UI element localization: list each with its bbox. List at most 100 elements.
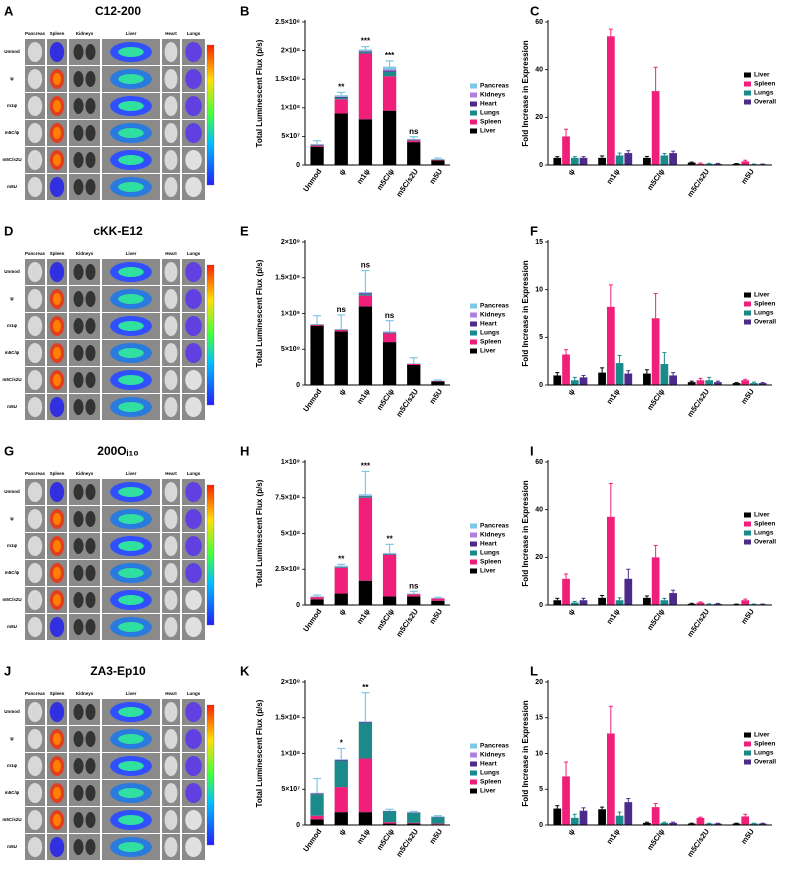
kidney <box>73 399 84 415</box>
legend-swatch <box>744 301 751 307</box>
tissue <box>164 370 178 390</box>
y-tick-label: 1×10⁹ <box>281 459 300 466</box>
bar <box>705 163 714 165</box>
bar <box>553 600 562 605</box>
column-label: Spleen <box>50 251 65 256</box>
significance-label: ** <box>386 534 393 543</box>
significance-label: ** <box>338 82 345 91</box>
bar <box>615 363 624 385</box>
chart: I Fold Increase in Expression 0 20 40 60 ψ m1ψ m… <box>521 443 776 638</box>
panel-letter: J <box>4 663 11 678</box>
tissue <box>164 590 178 610</box>
x-tick-label: ψ <box>337 167 348 177</box>
tissue <box>27 482 43 502</box>
bar-segment <box>431 381 445 385</box>
y-tick-label: 5×10⁸ <box>281 530 300 537</box>
bar-segment <box>358 295 373 307</box>
tissue <box>185 397 202 417</box>
row-label: m5U <box>7 184 17 189</box>
legend-label: Lungs <box>754 530 774 537</box>
row-label: Unmod <box>4 269 20 274</box>
row-label: m1ψ <box>7 103 18 108</box>
tissue <box>164 397 178 417</box>
kidney <box>73 785 84 801</box>
kidney <box>85 399 96 415</box>
x-tick-label: m1ψ <box>355 607 372 626</box>
column-label: Pancreas <box>25 471 46 476</box>
bar-segment <box>358 294 373 296</box>
bar-segment <box>334 96 348 98</box>
legend-swatch <box>470 110 477 116</box>
legend-swatch <box>744 292 751 298</box>
tissue-core <box>53 347 61 359</box>
kidney <box>73 812 84 828</box>
x-tick-label: m5C/ψ <box>375 167 396 192</box>
row-label: ψ <box>10 516 14 521</box>
kidney <box>85 291 96 307</box>
row-label: m5C/s2U <box>2 377 21 382</box>
tissue-core <box>118 734 144 744</box>
bar <box>758 823 767 825</box>
tissue <box>27 702 43 722</box>
x-tick-label: m5C/ψ <box>375 607 396 632</box>
tissue <box>49 482 65 502</box>
x-tick-label: m1ψ <box>605 607 622 626</box>
bar <box>606 306 615 385</box>
color-bar <box>206 704 215 846</box>
legend-label: Overall <box>754 99 776 106</box>
kidney <box>73 565 84 581</box>
row-label: m5C/ψ <box>5 790 20 795</box>
bar-segment <box>334 812 348 825</box>
y-axis-label: Fold Increase in Expression <box>521 700 530 806</box>
bar-segment <box>407 594 421 597</box>
bar <box>669 375 677 385</box>
bar <box>643 157 651 165</box>
tissue <box>164 783 178 803</box>
bar <box>615 155 624 165</box>
y-axis-label: Total Luminescent Flux (p/s) <box>255 479 264 587</box>
x-tick-label: m5C/s2U <box>394 607 420 638</box>
bar-segment <box>407 822 421 824</box>
y-tick-label: 5×10⁸ <box>281 346 300 353</box>
bar-segment <box>431 600 445 605</box>
legend-label: Lungs <box>480 110 500 117</box>
kidney <box>85 839 96 855</box>
y-tick-label: 2.5×10⁸ <box>275 566 300 573</box>
bar-segment <box>431 159 445 161</box>
legend-swatch <box>470 770 477 776</box>
bar <box>687 823 696 825</box>
bar-segment <box>358 758 373 813</box>
y-tick-label: 40 <box>535 507 543 514</box>
bar <box>579 600 588 605</box>
y-tick-label: 5×10⁷ <box>281 786 300 793</box>
bar <box>553 375 562 385</box>
kidney <box>85 372 96 388</box>
bar <box>553 157 562 165</box>
legend-label: Liver <box>480 348 496 355</box>
x-tick-label: m1ψ <box>605 387 622 406</box>
x-tick-label: ψ <box>337 827 348 837</box>
legend-swatch <box>470 550 477 556</box>
panel-letter: H <box>240 443 249 458</box>
tissue-core <box>118 321 144 331</box>
kidney <box>85 125 96 141</box>
panel-letter: D <box>4 223 13 238</box>
tissue <box>27 370 43 390</box>
tissue <box>27 590 43 610</box>
bar <box>598 372 606 385</box>
tissue <box>27 42 43 62</box>
y-tick-label: 10 <box>535 750 543 757</box>
column-label: Heart <box>165 31 177 36</box>
y-axis-label: Total Luminescent Flux (p/s) <box>255 699 264 807</box>
tissue-core <box>53 733 61 745</box>
tissue-core <box>53 760 61 772</box>
legend-swatch <box>470 532 477 538</box>
column-label: Heart <box>165 471 177 476</box>
y-tick-label: 5 <box>539 334 543 341</box>
x-tick-label: ψ <box>566 607 577 617</box>
bar-segment <box>407 823 421 825</box>
x-tick-label: m5U <box>739 827 756 845</box>
bar-segment <box>382 811 397 823</box>
row-label: m5U <box>7 624 17 629</box>
chart: C Fold Increase in Expression 0 20 40 60 ψ m1ψ m… <box>521 3 776 198</box>
